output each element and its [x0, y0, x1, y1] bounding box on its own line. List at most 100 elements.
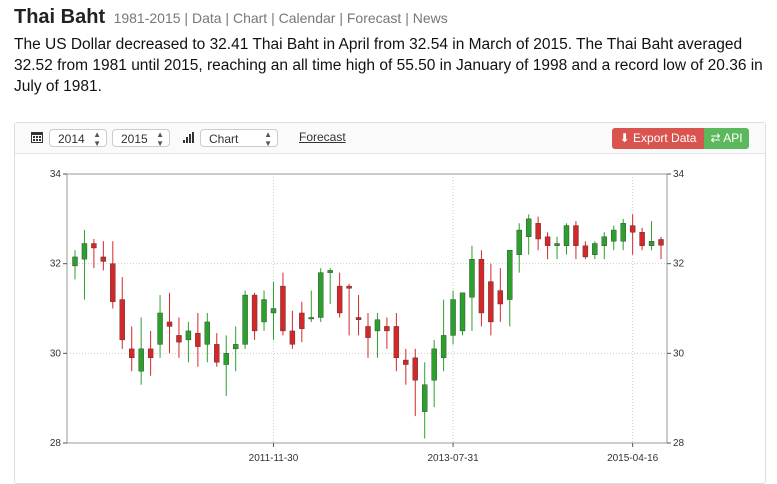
candle-body: [138, 348, 144, 372]
candle-body: [223, 353, 229, 365]
updown-icon: ▲ ▼: [264, 130, 272, 148]
candle-body: [459, 292, 466, 332]
y-tick-label-right: 28: [673, 438, 685, 449]
candle-body: [157, 312, 163, 345]
candle-body: [525, 218, 532, 237]
page-title: Thai Baht: [14, 6, 106, 28]
candle-body: [563, 225, 570, 246]
candle-body: [384, 326, 390, 332]
candle-body: [658, 239, 664, 246]
start-year-value: 2014: [58, 132, 85, 146]
sep: |: [184, 10, 192, 26]
x-tick-label: 2011-11-30: [249, 453, 299, 464]
candle-body: [412, 357, 418, 381]
y-tick-label-right: 32: [673, 259, 685, 270]
updown-icon: ▲ ▼: [93, 130, 101, 148]
candle-body: [129, 348, 135, 359]
candle-body: [176, 335, 182, 343]
candle-body: [119, 299, 125, 341]
plot-frame: [66, 173, 668, 444]
candle-body: [289, 330, 296, 345]
candle-body: [365, 326, 371, 338]
link-data[interactable]: Data: [191, 10, 222, 26]
bar-chart-icon: [183, 132, 194, 143]
description: The US Dollar decreased to 32.41 Thai Ba…: [14, 36, 763, 95]
candle-body: [422, 384, 428, 412]
candle-body: [261, 299, 267, 323]
y-tick-label-right: 34: [673, 169, 685, 180]
candle-body: [204, 321, 211, 345]
candle-body: [110, 263, 116, 302]
candle-body: [535, 223, 541, 240]
swap-icon: ⇄: [710, 131, 721, 145]
candle-body: [469, 258, 475, 298]
end-year-value: 2015: [121, 132, 148, 146]
candle-body: [318, 272, 324, 318]
candle-body: [393, 326, 400, 359]
candle-body: [355, 317, 362, 320]
api-button[interactable]: ⇄ API: [704, 128, 749, 149]
candle-body: [270, 308, 277, 314]
candle-body: [611, 229, 617, 242]
candle-body: [242, 294, 248, 345]
sep: |: [405, 10, 413, 26]
calendar-icon[interactable]: [31, 131, 43, 143]
export-label: Export Data: [633, 131, 697, 145]
candle-body: [648, 241, 655, 246]
candle-body: [554, 243, 560, 246]
date-range: 1981-2015: [113, 10, 181, 26]
chart-type-select[interactable]: Chart ▲ ▼: [200, 129, 278, 148]
x-tick-label: 2015-04-16: [607, 453, 659, 464]
sep: |: [339, 10, 347, 26]
y-tick-label-left: 32: [50, 259, 62, 270]
page-header: Thai Baht 1981-2015 | Data | Chart | Cal…: [14, 6, 448, 29]
link-forecast[interactable]: Forecast: [346, 10, 402, 26]
candle-body: [100, 256, 107, 262]
candle-body: [601, 236, 607, 246]
candle-body: [299, 312, 305, 329]
candle-body: [214, 344, 220, 363]
candle-body: [507, 250, 513, 300]
y-tick-label-left: 28: [50, 438, 62, 449]
candle-body: [431, 348, 437, 381]
candle-body: [440, 335, 447, 359]
link-calendar[interactable]: Calendar: [278, 10, 336, 26]
y-tick-label-left: 30: [50, 348, 62, 359]
candle-body: [166, 321, 173, 327]
download-icon: ⬇: [619, 131, 630, 145]
candle-body: [403, 359, 409, 365]
updown-icon: ▲ ▼: [156, 130, 164, 148]
candle-body: [346, 285, 352, 289]
link-chart[interactable]: Chart: [232, 10, 268, 26]
candle-body: [308, 317, 314, 320]
candle-body: [147, 348, 154, 359]
candle-body: [91, 243, 97, 249]
end-year-select[interactable]: 2015 ▲ ▼: [112, 129, 170, 148]
candle-body: [488, 281, 494, 323]
candle-body: [195, 332, 201, 347]
candle-body: [72, 256, 78, 267]
chart-type-value: Chart: [209, 132, 239, 146]
y-tick-label-left: 34: [50, 169, 62, 180]
candle-body: [81, 243, 88, 260]
candle-body: [639, 232, 645, 246]
sep: |: [225, 10, 233, 26]
candle-body: [232, 344, 239, 350]
candle-body: [251, 294, 258, 332]
candle-body: [497, 290, 504, 305]
export-data-button[interactable]: ⬇ Export Data: [612, 128, 704, 149]
link-news[interactable]: News: [412, 10, 448, 26]
candle-body: [592, 243, 598, 255]
candle-body: [544, 236, 551, 246]
candle-body: [336, 285, 343, 314]
chart-panel: 2014 ▲ ▼ 2015 ▲ ▼ Chart ▲ ▼ Forecast ⬇ Expo…: [14, 122, 766, 484]
sep: |: [271, 10, 279, 26]
candle-body: [280, 285, 286, 332]
forecast-link[interactable]: Forecast: [299, 130, 346, 144]
start-year-select[interactable]: 2014 ▲ ▼: [49, 129, 107, 148]
candle-body: [450, 299, 456, 336]
x-tick-label: 2013-07-31: [427, 453, 479, 464]
y-tick-label-right: 30: [673, 348, 685, 359]
candle-body: [629, 225, 636, 233]
chart-toolbar: 2014 ▲ ▼ 2015 ▲ ▼ Chart ▲ ▼ Forecast ⬇ Expo…: [15, 123, 765, 154]
